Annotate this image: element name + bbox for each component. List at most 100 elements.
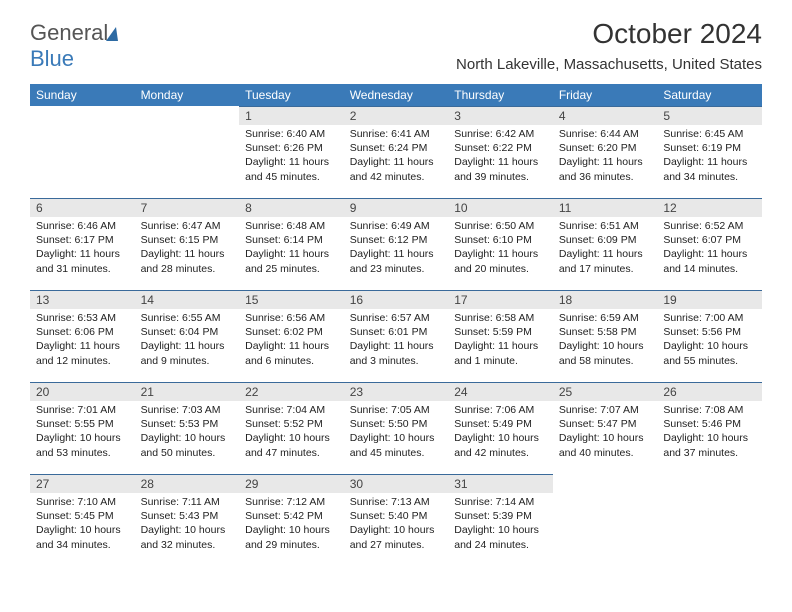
calendar-cell: 25Sunrise: 7:07 AMSunset: 5:47 PMDayligh… [553,382,658,474]
day-of-week-row: SundayMondayTuesdayWednesdayThursdayFrid… [30,84,762,106]
calendar-cell: 2Sunrise: 6:41 AMSunset: 6:24 PMDaylight… [344,106,449,198]
day-number: 9 [344,198,449,217]
calendar-cell: 16Sunrise: 6:57 AMSunset: 6:01 PMDayligh… [344,290,449,382]
day-header: Tuesday [239,84,344,106]
calendar-cell: 3Sunrise: 6:42 AMSunset: 6:22 PMDaylight… [448,106,553,198]
calendar-cell: 13Sunrise: 6:53 AMSunset: 6:06 PMDayligh… [30,290,135,382]
day-number: 27 [30,474,135,493]
day-number: 29 [239,474,344,493]
calendar-cell: 17Sunrise: 6:58 AMSunset: 5:59 PMDayligh… [448,290,553,382]
day-header: Sunday [30,84,135,106]
calendar-cell: 30Sunrise: 7:13 AMSunset: 5:40 PMDayligh… [344,474,449,566]
day-info: Sunrise: 6:57 AMSunset: 6:01 PMDaylight:… [344,309,449,372]
calendar-cell: 20Sunrise: 7:01 AMSunset: 5:55 PMDayligh… [30,382,135,474]
day-info: Sunrise: 6:41 AMSunset: 6:24 PMDaylight:… [344,125,449,188]
location-text: North Lakeville, Massachusetts, United S… [456,56,762,73]
day-info: Sunrise: 6:58 AMSunset: 5:59 PMDaylight:… [448,309,553,372]
day-header: Thursday [448,84,553,106]
day-number: 12 [657,198,762,217]
day-number: 5 [657,106,762,125]
day-number: 19 [657,290,762,309]
day-number: 26 [657,382,762,401]
calendar-cell: 31Sunrise: 7:14 AMSunset: 5:39 PMDayligh… [448,474,553,566]
day-header: Monday [135,84,240,106]
day-info: Sunrise: 6:42 AMSunset: 6:22 PMDaylight:… [448,125,553,188]
day-number: 2 [344,106,449,125]
day-info: Sunrise: 6:46 AMSunset: 6:17 PMDaylight:… [30,217,135,280]
day-header: Wednesday [344,84,449,106]
day-info: Sunrise: 6:47 AMSunset: 6:15 PMDaylight:… [135,217,240,280]
day-info: Sunrise: 7:12 AMSunset: 5:42 PMDaylight:… [239,493,344,556]
day-number: 6 [30,198,135,217]
calendar-week: 13Sunrise: 6:53 AMSunset: 6:06 PMDayligh… [30,290,762,382]
header: October 2024 North Lakeville, Massachuse… [456,18,762,73]
day-info: Sunrise: 6:50 AMSunset: 6:10 PMDaylight:… [448,217,553,280]
day-number: 18 [553,290,658,309]
day-info: Sunrise: 7:04 AMSunset: 5:52 PMDaylight:… [239,401,344,464]
day-number: 10 [448,198,553,217]
calendar-cell [553,474,658,566]
calendar-cell: 27Sunrise: 7:10 AMSunset: 5:45 PMDayligh… [30,474,135,566]
day-info: Sunrise: 7:08 AMSunset: 5:46 PMDaylight:… [657,401,762,464]
calendar-head: SundayMondayTuesdayWednesdayThursdayFrid… [30,84,762,106]
calendar-cell: 8Sunrise: 6:48 AMSunset: 6:14 PMDaylight… [239,198,344,290]
calendar-cell: 9Sunrise: 6:49 AMSunset: 6:12 PMDaylight… [344,198,449,290]
brand-part2: Blue [30,46,74,71]
day-number: 16 [344,290,449,309]
day-number: 20 [30,382,135,401]
day-header: Saturday [657,84,762,106]
day-info: Sunrise: 6:44 AMSunset: 6:20 PMDaylight:… [553,125,658,188]
calendar-cell [135,106,240,198]
day-number: 4 [553,106,658,125]
day-number: 22 [239,382,344,401]
calendar-cell: 24Sunrise: 7:06 AMSunset: 5:49 PMDayligh… [448,382,553,474]
day-info: Sunrise: 6:59 AMSunset: 5:58 PMDaylight:… [553,309,658,372]
page-title: October 2024 [456,18,762,50]
day-number: 31 [448,474,553,493]
day-info: Sunrise: 7:01 AMSunset: 5:55 PMDaylight:… [30,401,135,464]
day-number: 14 [135,290,240,309]
calendar-week: 1Sunrise: 6:40 AMSunset: 6:26 PMDaylight… [30,106,762,198]
day-info: Sunrise: 6:49 AMSunset: 6:12 PMDaylight:… [344,217,449,280]
calendar-table: SundayMondayTuesdayWednesdayThursdayFrid… [30,84,762,566]
calendar-cell: 1Sunrise: 6:40 AMSunset: 6:26 PMDaylight… [239,106,344,198]
calendar-cell: 28Sunrise: 7:11 AMSunset: 5:43 PMDayligh… [135,474,240,566]
calendar-cell: 12Sunrise: 6:52 AMSunset: 6:07 PMDayligh… [657,198,762,290]
day-number: 24 [448,382,553,401]
day-info: Sunrise: 7:10 AMSunset: 5:45 PMDaylight:… [30,493,135,556]
calendar-body: 1Sunrise: 6:40 AMSunset: 6:26 PMDaylight… [30,106,762,566]
calendar-cell: 11Sunrise: 6:51 AMSunset: 6:09 PMDayligh… [553,198,658,290]
calendar-cell: 14Sunrise: 6:55 AMSunset: 6:04 PMDayligh… [135,290,240,382]
day-info: Sunrise: 7:11 AMSunset: 5:43 PMDaylight:… [135,493,240,556]
calendar-cell: 23Sunrise: 7:05 AMSunset: 5:50 PMDayligh… [344,382,449,474]
day-info: Sunrise: 7:06 AMSunset: 5:49 PMDaylight:… [448,401,553,464]
calendar-week: 6Sunrise: 6:46 AMSunset: 6:17 PMDaylight… [30,198,762,290]
day-number: 21 [135,382,240,401]
brand-part1: General [30,20,108,45]
day-number: 15 [239,290,344,309]
calendar-week: 20Sunrise: 7:01 AMSunset: 5:55 PMDayligh… [30,382,762,474]
calendar-cell: 26Sunrise: 7:08 AMSunset: 5:46 PMDayligh… [657,382,762,474]
calendar-cell: 18Sunrise: 6:59 AMSunset: 5:58 PMDayligh… [553,290,658,382]
day-info: Sunrise: 6:53 AMSunset: 6:06 PMDaylight:… [30,309,135,372]
calendar-cell: 6Sunrise: 6:46 AMSunset: 6:17 PMDaylight… [30,198,135,290]
day-number: 7 [135,198,240,217]
day-number: 1 [239,106,344,125]
day-number: 30 [344,474,449,493]
day-info: Sunrise: 6:56 AMSunset: 6:02 PMDaylight:… [239,309,344,372]
day-number: 23 [344,382,449,401]
calendar-cell [657,474,762,566]
day-info: Sunrise: 7:00 AMSunset: 5:56 PMDaylight:… [657,309,762,372]
day-info: Sunrise: 7:03 AMSunset: 5:53 PMDaylight:… [135,401,240,464]
day-info: Sunrise: 7:05 AMSunset: 5:50 PMDaylight:… [344,401,449,464]
day-number: 28 [135,474,240,493]
day-number: 25 [553,382,658,401]
day-info: Sunrise: 7:13 AMSunset: 5:40 PMDaylight:… [344,493,449,556]
day-info: Sunrise: 6:51 AMSunset: 6:09 PMDaylight:… [553,217,658,280]
day-info: Sunrise: 6:55 AMSunset: 6:04 PMDaylight:… [135,309,240,372]
calendar-week: 27Sunrise: 7:10 AMSunset: 5:45 PMDayligh… [30,474,762,566]
calendar-cell: 19Sunrise: 7:00 AMSunset: 5:56 PMDayligh… [657,290,762,382]
calendar-cell: 22Sunrise: 7:04 AMSunset: 5:52 PMDayligh… [239,382,344,474]
calendar-cell: 29Sunrise: 7:12 AMSunset: 5:42 PMDayligh… [239,474,344,566]
brand-triangle-icon [106,27,118,41]
